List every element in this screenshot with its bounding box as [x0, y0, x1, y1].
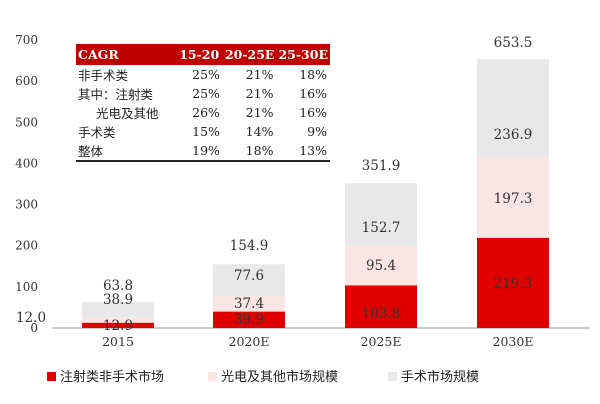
cagr-cell: 14%: [245, 124, 274, 139]
data-label: 37.4: [234, 296, 264, 312]
bar-segment-optical: [82, 317, 154, 323]
cagr-row-label: 其中：注射类: [78, 87, 154, 102]
cagr-row-label: 光电及其他: [96, 106, 159, 121]
cagr-table: CAGR 15-20 20-25E 25-30E 非手术类 25% 21% 18…: [76, 44, 330, 162]
bar-segment-injection: [345, 285, 417, 328]
bar-segment-surgical: [477, 59, 549, 157]
cagr-cell: 25%: [192, 86, 220, 101]
legend-label: 光电及其他市场规模: [221, 369, 338, 385]
bar-segment-optical: [213, 296, 285, 312]
cagr-cell: 18%: [299, 67, 327, 82]
total-label: 63.8: [103, 278, 133, 294]
cagr-cell: 25%: [192, 67, 220, 82]
x-tick-label: 2030E: [493, 334, 534, 349]
bar-segment-optical: [345, 246, 417, 286]
x-tick-label: 2015: [102, 334, 134, 349]
bar-segment-optical: [477, 156, 549, 238]
cagr-header: 20-25E: [222, 44, 277, 65]
cagr-cell: 15%: [192, 124, 220, 139]
cagr-cell: 13%: [276, 141, 330, 162]
cagr-cell: 9%: [307, 124, 327, 139]
cagr-cell: 16%: [299, 105, 327, 120]
bar-segment-injection: [213, 311, 285, 328]
cagr-row: 非手术类 25% 21% 18%: [76, 65, 330, 84]
x-tick-label: 2025E: [361, 334, 402, 349]
bar-segment-surgical: [82, 301, 154, 318]
x-tick-label: 2020E: [229, 334, 270, 349]
cagr-header: CAGR: [76, 44, 176, 65]
total-label: 653.5: [494, 35, 533, 51]
total-label: 351.9: [362, 158, 401, 174]
bar-segment-injection: [477, 237, 549, 328]
legend-label: 注射类非手术市场: [60, 369, 164, 385]
cagr-row-label: 整体: [76, 141, 176, 162]
y-tick-label: 400: [15, 156, 38, 170]
data-label: 95.4: [366, 258, 396, 274]
bar-segment-injection: [82, 322, 154, 328]
data-label: 152.7: [362, 220, 401, 236]
data-label: 219.3: [494, 276, 533, 292]
cagr-row-label: 手术类: [78, 125, 116, 140]
data-label: 12.0: [16, 310, 46, 326]
cagr-cell: 18%: [222, 141, 277, 162]
cagr-row: 光电及其他 26% 21% 16%: [76, 103, 330, 122]
y-tick-label: 500: [15, 115, 38, 129]
y-tick-label: 300: [15, 198, 38, 212]
cagr-cell: 21%: [245, 67, 274, 82]
cagr-row: 其中：注射类 25% 21% 16%: [76, 84, 330, 103]
data-label: 39.9: [234, 312, 264, 328]
legend-swatch-optical: [208, 372, 217, 381]
bar-segment-surgical: [213, 264, 285, 297]
y-tick-label: 200: [15, 239, 38, 253]
cagr-row: 手术类 15% 14% 9%: [76, 122, 330, 141]
data-label: 77.6: [234, 268, 264, 284]
cagr-header: 25-30E: [276, 44, 330, 65]
cagr-row: 整体 19% 18% 13%: [76, 141, 330, 162]
cagr-cell: 26%: [192, 105, 220, 120]
legend-swatch-surgical: [388, 372, 397, 381]
cagr-header-row: CAGR 15-20 20-25E 25-30E: [76, 44, 330, 65]
data-label: 12.9: [103, 318, 133, 334]
y-tick-label: 600: [15, 74, 38, 88]
cagr-header: 15-20: [175, 44, 223, 65]
cagr-row-label: 非手术类: [78, 68, 129, 83]
bar-segment-surgical: [345, 183, 417, 247]
cagr-cell: 19%: [175, 141, 223, 162]
legend-label: 手术市场规模: [401, 369, 479, 385]
cagr-cell: 16%: [299, 86, 327, 101]
data-label: 38.9: [103, 292, 133, 308]
total-label: 154.9: [230, 238, 269, 254]
y-tick-label: 700: [15, 33, 38, 47]
y-tick-label: 0: [30, 321, 38, 335]
cagr-cell: 21%: [245, 86, 274, 101]
legend-swatch-injection: [47, 372, 56, 381]
cagr-cell: 21%: [245, 105, 274, 120]
y-tick-label: 100: [15, 280, 38, 294]
data-label: 103.8: [362, 306, 401, 322]
data-label: 197.3: [494, 191, 533, 207]
data-label: 236.9: [494, 127, 533, 143]
